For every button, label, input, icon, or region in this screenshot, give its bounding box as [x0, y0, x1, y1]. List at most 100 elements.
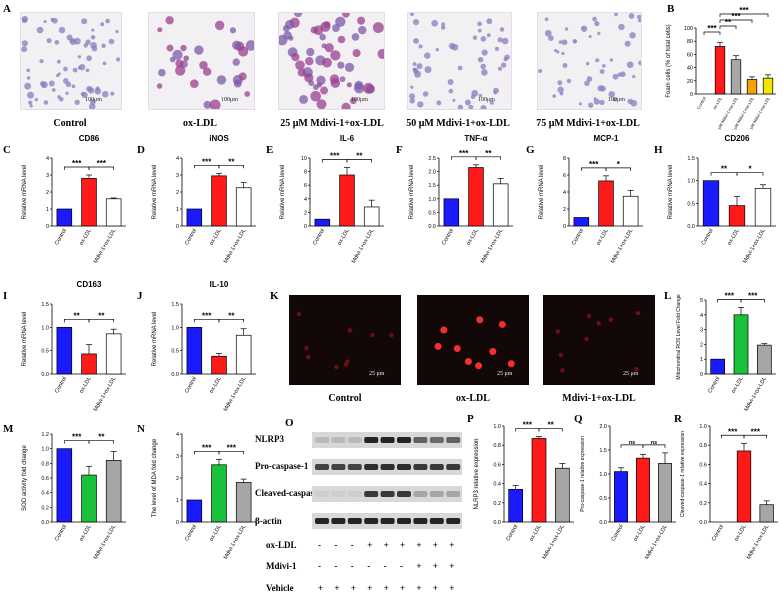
y-tick-label: 0.5: [171, 349, 179, 355]
fluorescence-control: 25 μm: [289, 295, 401, 385]
band: [347, 437, 362, 443]
panel-label-j: J: [137, 290, 143, 302]
treatment-sign: +: [432, 561, 438, 571]
treatment-label: ox-LDL: [266, 540, 297, 550]
band: [347, 464, 362, 470]
fluorescent-cell: [334, 364, 339, 370]
x-tick-label: Mdivi-1+ox-LDL: [742, 228, 767, 264]
bar: [754, 188, 772, 227]
x-tick-label: ox-LDL: [79, 376, 93, 394]
cell: [102, 61, 107, 66]
y-tick-label: 0.0: [428, 224, 436, 230]
cell: [43, 100, 49, 105]
cell: [486, 33, 491, 38]
cell: [480, 105, 487, 109]
fluorescent-cell: [584, 336, 589, 342]
cell: [559, 91, 564, 96]
cell: [617, 72, 622, 77]
y-tick-label: 0.8: [493, 443, 501, 449]
panel-label-o: O: [285, 417, 294, 429]
band: [380, 518, 395, 524]
cell: [39, 59, 44, 64]
panel-label-d: D: [137, 144, 145, 156]
band: [413, 518, 428, 524]
y-tick-label: 1.0: [428, 197, 436, 203]
y-tick-label: 2.0: [428, 170, 436, 176]
bar: [622, 195, 639, 227]
cell: [564, 27, 569, 31]
treatment-sign: -: [318, 561, 321, 571]
x-tick-label: ox-LDL: [734, 524, 748, 542]
x-tick-label: Mdivi-1+ox-LDL: [542, 524, 567, 560]
micrograph-25um-mdivi: 100μm: [278, 12, 385, 110]
cell: [500, 62, 507, 68]
y-tick-label: 5: [700, 298, 703, 304]
y-tick-label: 1.5: [428, 183, 436, 189]
y-tick-label: 10: [301, 156, 307, 162]
cell: [74, 99, 80, 105]
cell: [232, 58, 240, 66]
significance-bracket: [88, 318, 115, 323]
x-tick-label: Control: [611, 524, 625, 542]
band: [397, 491, 411, 497]
band: [315, 518, 329, 524]
cell: [180, 44, 187, 52]
y-tick-label: 0.5: [687, 201, 695, 207]
bar: [211, 175, 227, 227]
cell: [77, 55, 82, 59]
significance-bracket: [719, 13, 769, 17]
cell: [299, 94, 309, 104]
y-tick-label: 0: [690, 92, 693, 98]
cell: [297, 68, 306, 77]
panel-label-m: M: [3, 423, 14, 435]
cell: [435, 48, 439, 52]
significance-bracket: [218, 164, 245, 169]
cell: [110, 91, 115, 96]
x-tick-label: ox-LDL: [712, 95, 723, 110]
cell: [100, 22, 105, 27]
panel-label-g: G: [526, 144, 535, 156]
scale-bar-label: 100μm: [478, 97, 495, 103]
fluorescent-cell: [489, 348, 497, 356]
cell: [304, 73, 314, 83]
chart-b-foam-cells: 0 20 40 60 80 100 Foam cells (% of total cells…: [666, 6, 776, 130]
band: [446, 464, 461, 470]
x-tick-label: Control: [711, 524, 725, 542]
band: [347, 518, 362, 524]
x-tick-label: ox-LDL: [337, 228, 351, 246]
y-tick-label: 8: [563, 156, 566, 162]
y-tick-label: 0.6: [41, 476, 49, 482]
x-tick-label: Mdivi-1+ox-LDL: [223, 524, 248, 560]
y-axis-label: Mitochondrial ROS Level Fold Change: [676, 294, 682, 380]
chart-q-pro-caspase1: 0.0 0.5 1.0 1.5 2.0 Pro-caspase-1 relative ex…: [580, 424, 676, 560]
y-tick-label: 0: [176, 520, 179, 526]
fluorescent-cell: [343, 362, 349, 367]
cell: [71, 84, 76, 89]
cell: [447, 79, 454, 85]
cell: [587, 102, 594, 108]
bar: [339, 174, 355, 227]
y-tick-label: 3: [176, 173, 179, 179]
significance-bracket: [218, 450, 245, 455]
cell: [624, 40, 631, 47]
chart-title: MCP-1: [594, 134, 619, 143]
cell: [245, 40, 254, 51]
scale-bar-label: 100μm: [351, 97, 368, 103]
fluorescent-cell: [635, 310, 641, 316]
fluorescent-cell: [476, 316, 484, 324]
micrograph-caption: ox-LDL: [183, 118, 217, 129]
cell: [448, 88, 454, 94]
bar: [235, 187, 252, 227]
cell: [357, 16, 366, 25]
bar: [736, 450, 752, 523]
y-tick-label: 4: [46, 156, 49, 162]
cell: [175, 59, 184, 68]
cell: [233, 79, 242, 88]
significance-label: **: [228, 311, 235, 320]
cell: [408, 93, 416, 100]
fluorescent-cell: [389, 332, 394, 338]
fluorescent-cell: [634, 367, 639, 372]
bar: [658, 463, 672, 523]
y-tick-label: 0: [304, 224, 307, 230]
chart-c-cd86: CD86 0 1 2 3 4 Relative mRNA level Control ox-LD…: [22, 134, 126, 264]
